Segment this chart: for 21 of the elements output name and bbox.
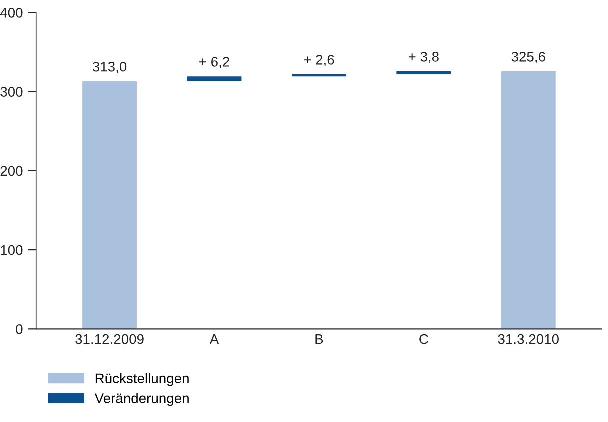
y-tick-label: 300: [0, 87, 23, 97]
y-tick-label: 200: [0, 166, 23, 176]
bar: [82, 82, 138, 330]
data-label: + 6,2: [200, 57, 230, 69]
y-tick-label: 0: [16, 324, 23, 334]
y-tick-label: 400: [0, 8, 23, 18]
data-label: 313,0: [92, 62, 127, 74]
bar: [187, 76, 242, 82]
y-tick-label: 100: [1, 245, 23, 256]
legend-label: Veränderungen: [94, 393, 189, 406]
bar: [396, 72, 452, 75]
x-tick-label: 31.3.2010: [498, 334, 559, 344]
data-label: + 3,8: [408, 52, 439, 64]
legend-label: Rückstellungen: [96, 373, 189, 386]
data-label: 325,6: [512, 52, 546, 64]
x-tick-label: 31.12.2009: [76, 334, 144, 344]
x-tick-label: C: [420, 334, 428, 344]
bar: [501, 72, 556, 330]
x-tick-label: A: [210, 334, 220, 344]
data-label: + 2,6: [304, 55, 334, 66]
x-tick-label: B: [316, 334, 324, 344]
